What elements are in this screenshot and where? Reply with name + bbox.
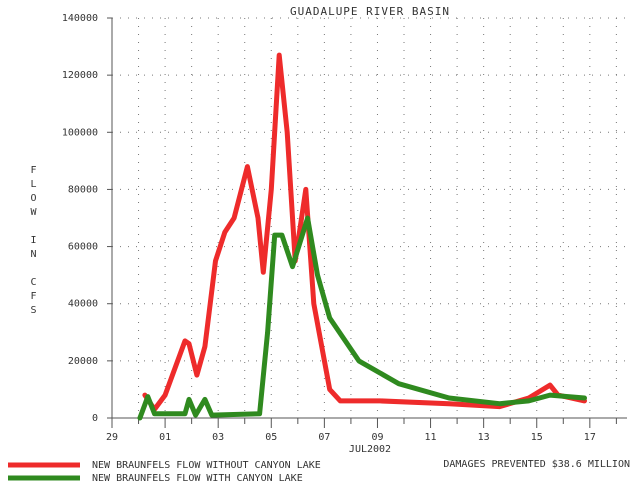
y-tick-label: 0 bbox=[92, 413, 98, 424]
y-tick-label: 20000 bbox=[68, 356, 98, 367]
y-tick-label: 100000 bbox=[62, 127, 98, 138]
x-tick-label: 07 bbox=[318, 432, 330, 443]
x-tick-label: 29 bbox=[106, 432, 118, 443]
x-tick-label: 17 bbox=[584, 432, 596, 443]
y-tick-label: 80000 bbox=[68, 184, 98, 195]
series-line bbox=[142, 52, 587, 412]
legend-label: NEW BRAUNFELS FLOW WITHOUT CANYON LAKE bbox=[92, 460, 321, 471]
annotation: DAMAGES PREVENTED $38.6 MILLION bbox=[443, 459, 630, 470]
y-axis-label: FLOW IN CFS bbox=[28, 165, 39, 319]
y-tick-label: 60000 bbox=[68, 242, 98, 253]
legend-label: NEW BRAUNFELS FLOW WITH CANYON LAKE bbox=[92, 473, 303, 484]
x-tick-label: 13 bbox=[478, 432, 490, 443]
x-tick-label: 11 bbox=[425, 432, 437, 443]
series-line bbox=[137, 215, 587, 421]
y-tick-label: 40000 bbox=[68, 299, 98, 310]
x-tick-label: 01 bbox=[159, 432, 171, 443]
x-tick-label: 05 bbox=[265, 432, 277, 443]
x-tick-label: 09 bbox=[371, 432, 383, 443]
y-tick-label: 120000 bbox=[62, 70, 98, 81]
chart-title: GUADALUPE RIVER BASIN bbox=[290, 5, 450, 18]
x-tick-label: 15 bbox=[531, 432, 543, 443]
x-tick-label: 03 bbox=[212, 432, 224, 443]
y-tick-label: 140000 bbox=[62, 13, 98, 24]
x-axis-label: JUL2002 bbox=[349, 444, 391, 455]
